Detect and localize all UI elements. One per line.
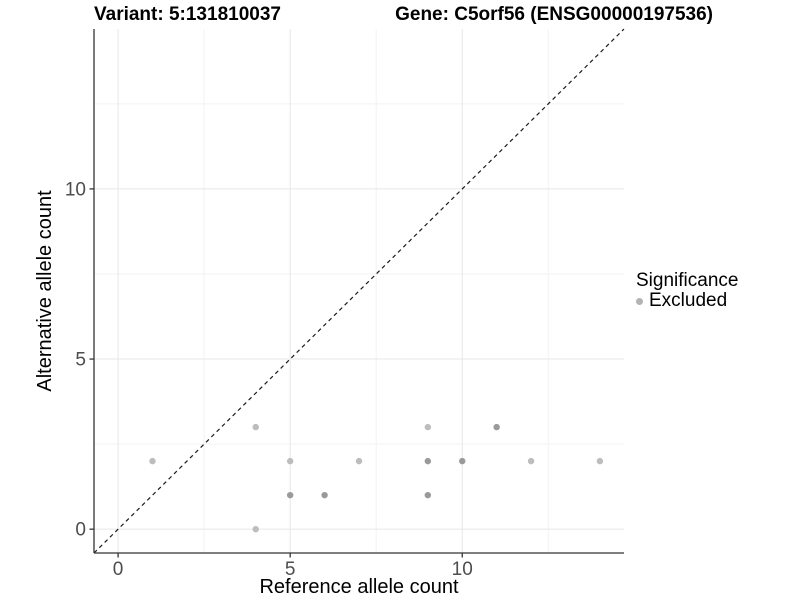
scatter-point xyxy=(355,457,363,465)
scatter-point xyxy=(596,457,604,465)
x-tick-label: 5 xyxy=(285,559,296,580)
x-tick-label: 10 xyxy=(452,559,473,580)
x-tick-label: 0 xyxy=(113,559,124,580)
y-tick-label: 0 xyxy=(75,520,86,541)
excluded-point-icon xyxy=(636,297,643,305)
x-axis-title: Reference allele count xyxy=(259,576,458,598)
scatter-point xyxy=(493,423,500,431)
scatter-point xyxy=(321,491,328,499)
y-tick-label: 10 xyxy=(65,179,86,200)
scatter-point xyxy=(424,491,432,499)
scatter-point xyxy=(252,525,259,533)
gene-title: Gene: C5orf56 (ENSG00000197536) xyxy=(395,4,713,25)
scatter-point xyxy=(286,457,294,465)
y-axis-title: Alternative allele count xyxy=(34,190,56,392)
scatter-point xyxy=(286,491,294,499)
plot-dynamic-layer: 0 5 10 0 5 10 xyxy=(65,28,625,580)
scatter-point xyxy=(149,457,156,465)
scatter-point xyxy=(527,457,535,465)
identity-line xyxy=(93,28,625,554)
y-tick-label: 5 xyxy=(75,350,86,371)
legend-item-excluded: Excluded xyxy=(636,291,738,311)
variant-title: Variant: 5:131810037 xyxy=(94,4,281,25)
scatter-point xyxy=(424,457,432,465)
legend-title: Significance xyxy=(636,270,739,291)
scatter-point xyxy=(252,423,259,431)
scatter-point xyxy=(459,457,466,465)
legend-item-label: Excluded xyxy=(649,290,728,311)
legend: Significance Excluded xyxy=(636,270,738,311)
scatter-point xyxy=(424,423,432,431)
